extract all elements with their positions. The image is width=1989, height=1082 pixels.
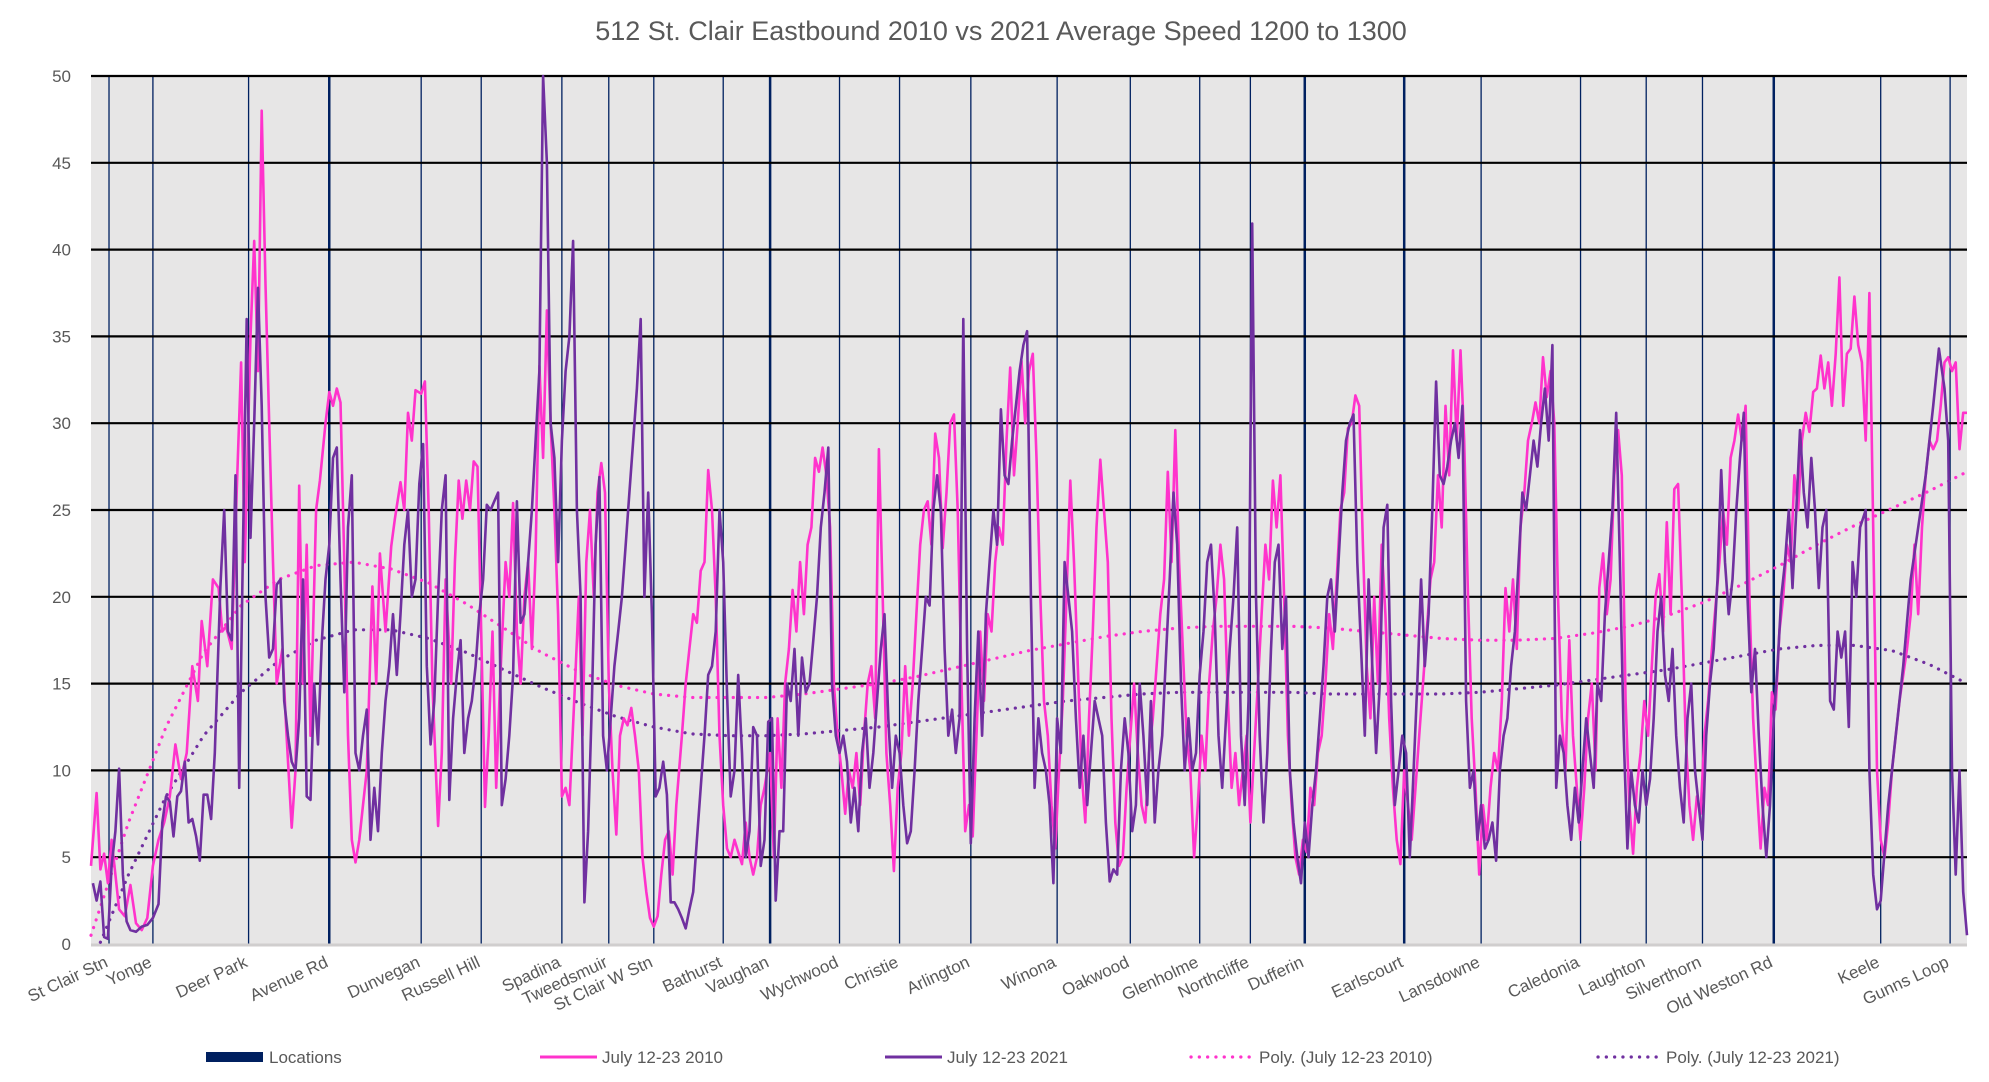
x-tick-label: Keele [1835, 952, 1882, 988]
legend: Locations July 12-23 2010 July 12-23 2021 P… [206, 1048, 1840, 1067]
x-tick-label: Lansdowne [1396, 952, 1483, 1006]
x-tick-label: Winona [999, 952, 1060, 994]
x-tick-label: Earlscourt [1328, 952, 1406, 1002]
series-layer [89, 74, 1969, 944]
y-tick-label: 0 [62, 935, 71, 954]
x-tick-label: Deer Park [173, 952, 251, 1002]
x-tick-label: Dufferin [1245, 952, 1307, 994]
legend-item-july-12-23-2010: July 12-23 2010 [540, 1048, 723, 1067]
x-tick-label: Wychwood [758, 952, 841, 1004]
series-line [91, 74, 1969, 941]
legend-label: Locations [269, 1048, 342, 1067]
y-tick-label: 45 [52, 154, 71, 173]
series-july-12-23-2010 [89, 109, 1967, 932]
legend-item-locations: Locations [206, 1048, 342, 1067]
series-july-12-23-2021 [91, 74, 1969, 941]
y-tick-label: 10 [52, 761, 71, 780]
y-tick-label: 25 [52, 501, 71, 520]
x-tick-label: Yonge [103, 952, 154, 989]
legend-label: July 12-23 2010 [602, 1048, 723, 1067]
y-tick-label: 30 [52, 414, 71, 433]
y-tick-label: 35 [52, 327, 71, 346]
y-tick-label: 5 [62, 848, 71, 867]
x-tick-label: St Clair Stn [25, 952, 111, 1006]
x-tick-label: Arlington [904, 952, 973, 998]
legend-item-poly-july-12-23-2021-: Poly. (July 12-23 2021) [1596, 1048, 1840, 1067]
series-line [89, 109, 1967, 932]
y-tick-label: 50 [52, 67, 71, 86]
y-tick-label: 20 [52, 588, 71, 607]
x-tick-label: Avenue Rd [247, 952, 331, 1005]
series-poly-july-12-23-2021- [98, 628, 1969, 944]
legend-item-poly-july-12-23-2010-: Poly. (July 12-23 2010) [1189, 1048, 1433, 1067]
legend-item-july-12-23-2021: July 12-23 2021 [885, 1048, 1068, 1067]
y-axis-ticks: 0 5 10 15 20 25 30 35 40 45 50 [52, 67, 71, 954]
gridlines [91, 74, 1967, 859]
legend-label: July 12-23 2021 [947, 1048, 1068, 1067]
legend-label: Poly. (July 12-23 2010) [1259, 1048, 1433, 1067]
series-line [98, 628, 1969, 944]
x-tick-label: Christie [841, 952, 901, 994]
legend-label: Poly. (July 12-23 2021) [1666, 1048, 1840, 1067]
legend-swatch [206, 1052, 263, 1062]
y-tick-label: 15 [52, 675, 71, 694]
chart-title: 512 St. Clair Eastbound 2010 vs 2021 Ave… [595, 16, 1407, 46]
y-tick-label: 40 [52, 241, 71, 260]
x-tick-label: Caledonia [1505, 952, 1583, 1002]
